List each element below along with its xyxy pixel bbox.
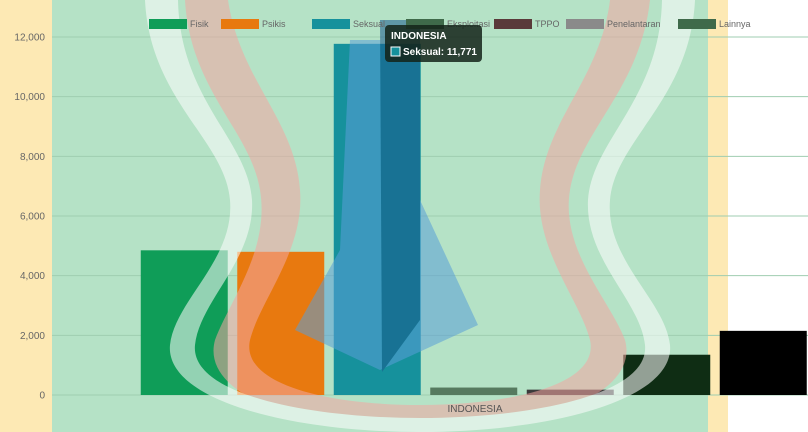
legend-label[interactable]: Penelantaran bbox=[607, 19, 661, 29]
watermark-crest-white bbox=[145, 0, 420, 432]
tooltip-label: Seksual: 11,771 bbox=[403, 47, 477, 58]
tooltip-title: INDONESIA bbox=[391, 31, 447, 42]
legend: Fisik Psikis Seksual Eksploitasi TPPO Penelan… bbox=[149, 19, 751, 29]
legend-swatch[interactable] bbox=[149, 19, 187, 29]
watermark-crest-white-right bbox=[420, 0, 695, 432]
legend-label[interactable]: Lainnya bbox=[719, 19, 751, 29]
y-tick-label: 8,000 bbox=[20, 152, 45, 163]
watermark-band-left bbox=[0, 0, 52, 432]
bar-lainnya[interactable] bbox=[719, 330, 807, 395]
legend-swatch[interactable] bbox=[312, 19, 350, 29]
legend-label[interactable]: Psikis bbox=[262, 19, 286, 29]
y-tick-label: 6,000 bbox=[20, 212, 45, 223]
y-tick-label: 10,000 bbox=[14, 92, 45, 103]
tooltip: INDONESIA Seksual: 11,771 bbox=[385, 25, 482, 62]
legend-swatch[interactable] bbox=[406, 19, 444, 29]
legend-swatch[interactable] bbox=[678, 19, 716, 29]
legend-label[interactable]: Fisik bbox=[190, 19, 209, 29]
x-tick-label: INDONESIA bbox=[447, 404, 502, 415]
legend-swatch[interactable] bbox=[494, 19, 532, 29]
y-tick-label: 4,000 bbox=[20, 271, 45, 282]
legend-swatch[interactable] bbox=[221, 19, 259, 29]
legend-label[interactable]: TPPO bbox=[535, 19, 560, 29]
y-tick-label: 0 bbox=[39, 391, 45, 402]
bar-eksploitasi[interactable] bbox=[430, 387, 518, 395]
watermark-crest-red bbox=[185, 0, 650, 430]
watermark-flame bbox=[380, 20, 420, 372]
legend-label[interactable]: Seksual bbox=[353, 19, 385, 29]
tooltip-box bbox=[385, 25, 482, 62]
x-axis: INDONESIA bbox=[447, 404, 502, 415]
y-tick-label: 2,000 bbox=[20, 331, 45, 342]
y-axis: 0 2,000 4,000 6,000 8,000 10,000 12,000 bbox=[14, 33, 45, 402]
tooltip-swatch bbox=[390, 46, 401, 57]
legend-label[interactable]: Eksploitasi bbox=[447, 19, 490, 29]
legend-swatch[interactable] bbox=[566, 19, 604, 29]
y-tick-label: 12,000 bbox=[14, 33, 45, 44]
watermark-logo bbox=[145, 0, 695, 432]
